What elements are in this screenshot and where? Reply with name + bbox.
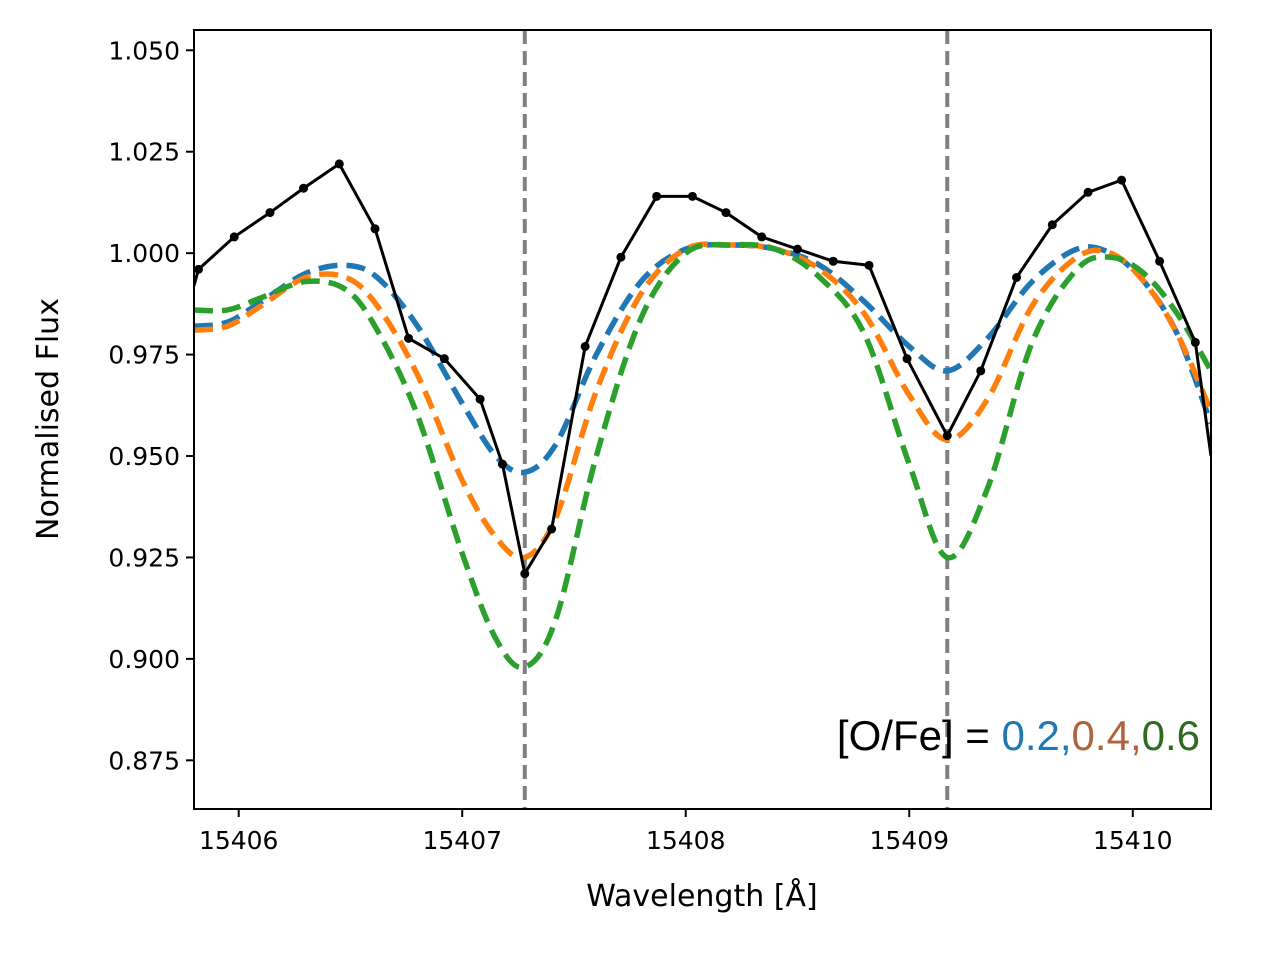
y-tick-label: 1.050 — [108, 36, 180, 65]
observed-line — [194, 161, 1211, 578]
observed-point — [520, 569, 530, 579]
observed-point — [334, 159, 344, 169]
plot-area — [194, 30, 1211, 809]
observed-point — [652, 191, 662, 201]
x-tick-label: 15409 — [869, 826, 949, 855]
observed-point — [229, 232, 239, 242]
observed-point — [864, 260, 874, 270]
observed-point — [792, 244, 802, 254]
observed-point — [370, 224, 380, 234]
observed-point — [1012, 272, 1022, 282]
observed-point — [902, 354, 912, 364]
y-tick-label: 1.025 — [108, 138, 180, 167]
observed-point — [439, 354, 449, 364]
observed-point — [828, 256, 838, 266]
observed-point — [687, 191, 697, 201]
x-tick-label: 15408 — [646, 826, 726, 855]
x-tick-label: 15407 — [422, 826, 502, 855]
x-axis-label: Wavelength [Å] — [586, 878, 817, 914]
annotation-value-0-6: 0.6 — [1142, 712, 1200, 759]
y-tick-label: 1.000 — [108, 239, 180, 268]
observed-point — [757, 232, 767, 242]
annotation-separator: , — [1060, 712, 1072, 759]
y-tick-label: 0.950 — [108, 442, 180, 471]
annotation-value-0-4: 0.4 — [1072, 712, 1130, 759]
y-tick-label: 0.925 — [108, 543, 180, 572]
observed-point — [580, 341, 590, 351]
y-tick-label: 0.975 — [108, 341, 180, 370]
observed-point — [1047, 220, 1057, 230]
axes: 15406 15407 15408 15409 15410 0.875 0.900 0.925… — [108, 29, 1212, 855]
observed-point — [1155, 256, 1165, 266]
observed-point — [976, 366, 986, 376]
model-line-0-4 — [194, 241, 1211, 561]
observed-point — [721, 208, 731, 218]
x-tick-label: 15410 — [1093, 826, 1173, 855]
observed-point — [1117, 175, 1127, 185]
annotation-prefix: [O/Fe] = — [837, 712, 1002, 759]
observed-point — [299, 183, 309, 193]
annotation-value-0-2: 0.2 — [1001, 712, 1059, 759]
axes-frame — [193, 29, 1212, 810]
observed-point — [497, 459, 507, 469]
y-axis-label: Normalised Flux — [31, 298, 66, 540]
y-tick-label: 0.875 — [108, 746, 180, 775]
observed-point — [475, 394, 485, 404]
observed-point — [1190, 337, 1200, 347]
observed-point — [194, 264, 203, 274]
ofe-annotation: [O/Fe] = 0.2,0.4,0.6 — [837, 712, 1200, 759]
model-line-0-6 — [194, 241, 1211, 671]
model-line-0-2 — [194, 241, 1211, 476]
y-tick-label: 0.900 — [108, 645, 180, 674]
observed-point — [547, 524, 557, 534]
x-tick-label: 15406 — [199, 826, 279, 855]
observed-point — [1083, 187, 1093, 197]
observed-point — [942, 431, 952, 441]
observed-point — [616, 252, 626, 262]
observed-point — [265, 208, 275, 218]
annotation-separator: , — [1130, 712, 1142, 759]
observed-point — [404, 333, 414, 343]
